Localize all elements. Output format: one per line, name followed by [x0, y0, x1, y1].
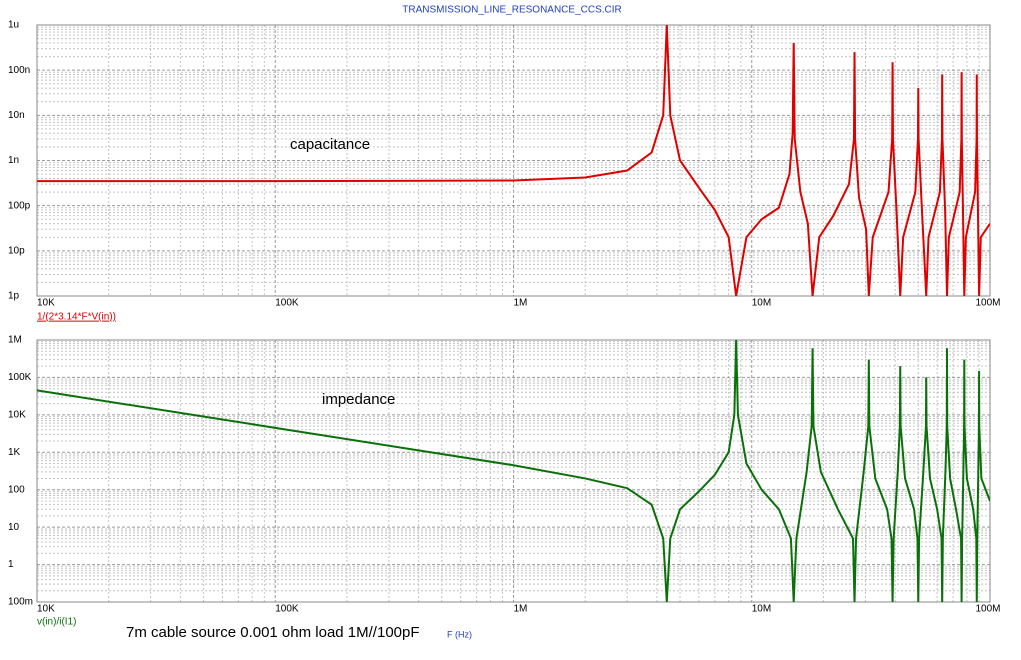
series-line: [37, 339, 990, 603]
legend-entry: 1/(2*3.14*F*V(in)): [37, 312, 116, 323]
plot-frame: [36, 24, 991, 297]
x-tick-label: 10K: [37, 604, 55, 615]
series-line: [37, 24, 990, 297]
annotation: capacitance: [290, 136, 370, 153]
x-tick-label: 100K: [275, 604, 299, 615]
y-tick-label: 100: [8, 484, 25, 495]
y-tick-label: 10: [8, 522, 20, 533]
y-tick-label: 10n: [8, 110, 25, 121]
x-axis-label: F (Hz): [447, 629, 472, 639]
y-tick-label: 1u: [8, 20, 19, 31]
x-tick-label: 10K: [37, 298, 55, 309]
y-tick-label: 1M: [8, 335, 22, 346]
y-tick-label: 1K: [8, 447, 21, 458]
x-tick-label: 1M: [514, 604, 528, 615]
y-tick-label: 1: [8, 559, 14, 570]
window-title: TRANSMISSION_LINE_RESONANCE_CCS.CIR: [402, 5, 622, 16]
y-tick-label: 100m: [8, 597, 33, 608]
x-tick-label: 10M: [752, 604, 771, 615]
y-tick-label: 10K: [8, 409, 26, 420]
y-tick-label: 100p: [8, 200, 31, 211]
x-tick-label: 100M: [975, 298, 1000, 309]
x-tick-label: 1M: [514, 298, 528, 309]
legend-entry: v(in)/i(I1): [37, 617, 76, 628]
y-tick-label: 100n: [8, 65, 30, 76]
y-tick-label: 100K: [8, 372, 32, 383]
annotation: impedance: [322, 391, 395, 408]
plot-frame: [36, 339, 991, 603]
y-tick-label: 1n: [8, 155, 19, 166]
y-tick-label: 10p: [8, 245, 25, 256]
x-tick-label: 10M: [752, 298, 771, 309]
x-tick-label: 100K: [275, 298, 299, 309]
y-tick-label: 1p: [8, 291, 20, 302]
x-tick-label: 100M: [975, 604, 1000, 615]
caption: 7m cable source 0.001 ohm load 1M//100pF: [126, 624, 420, 641]
